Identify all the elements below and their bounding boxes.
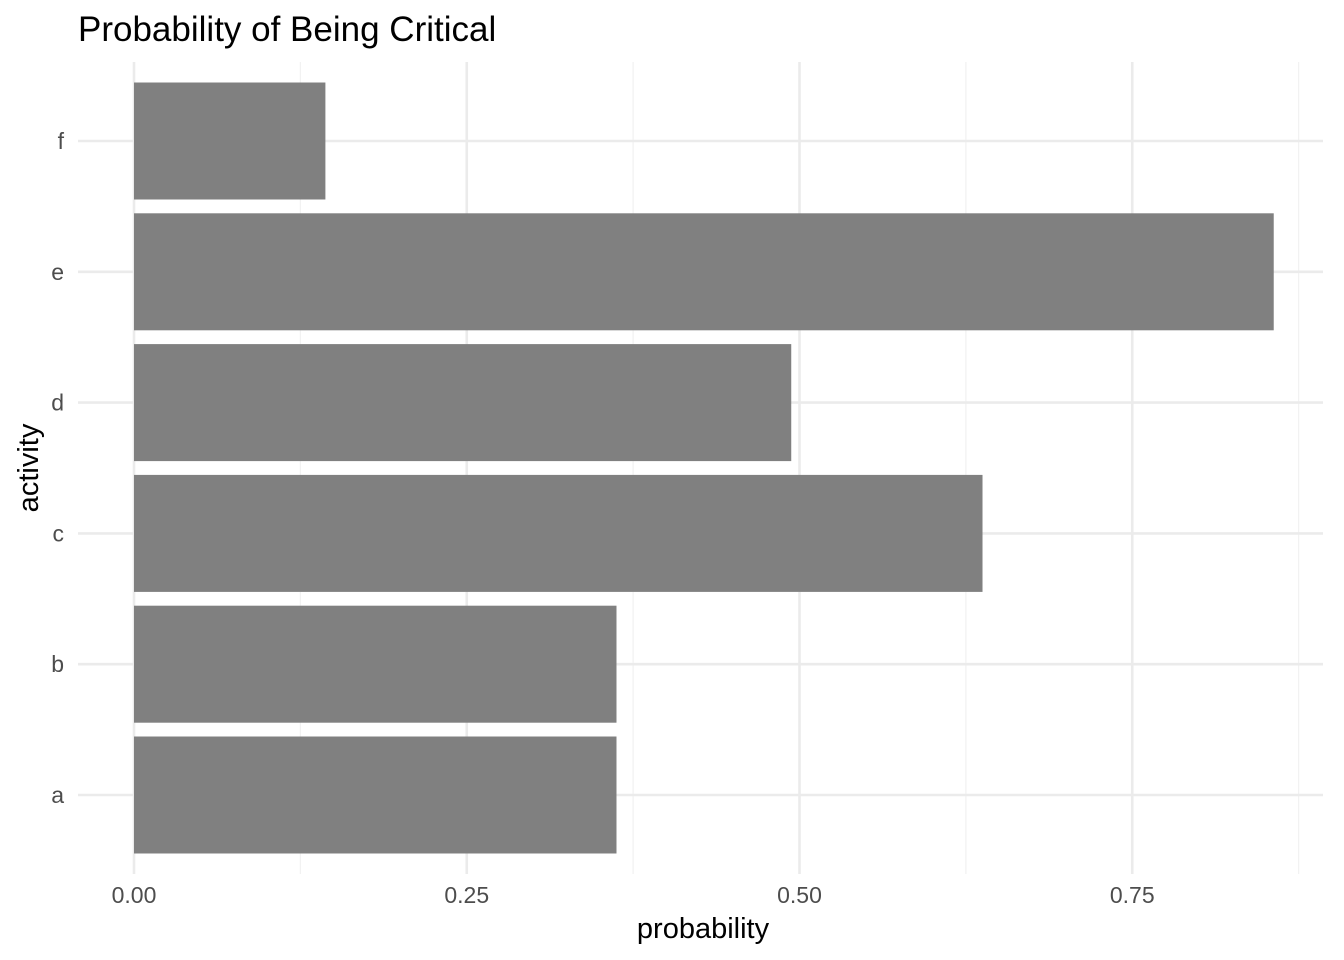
bars [134, 82, 1274, 854]
bar-c [134, 474, 983, 592]
x-axis-tick-labels: 0.00 0.25 0.50 0.75 [112, 882, 1155, 908]
chart-title: Probability of Being Critical [78, 10, 496, 49]
y-tick-label-c: c [53, 520, 65, 546]
x-tick-label: 0.50 [777, 882, 822, 908]
x-tick-label: 0.75 [1110, 882, 1155, 908]
y-tick-label-a: a [51, 782, 64, 808]
bar-f [134, 82, 326, 200]
bar-a [134, 736, 617, 854]
bar-d [134, 344, 792, 462]
y-axis-title: activity [13, 423, 45, 512]
x-tick-label: 0.25 [444, 882, 489, 908]
x-axis-title: probability [637, 913, 770, 945]
y-tick-label-b: b [51, 651, 64, 677]
bar-b [134, 605, 617, 723]
y-axis-tick-labels: a b c d e f [51, 128, 64, 808]
x-tick-label: 0.00 [112, 882, 157, 908]
bar-e [134, 213, 1274, 331]
y-tick-label-e: e [51, 259, 64, 285]
y-tick-label-f: f [58, 128, 65, 154]
y-tick-label-d: d [51, 390, 64, 416]
